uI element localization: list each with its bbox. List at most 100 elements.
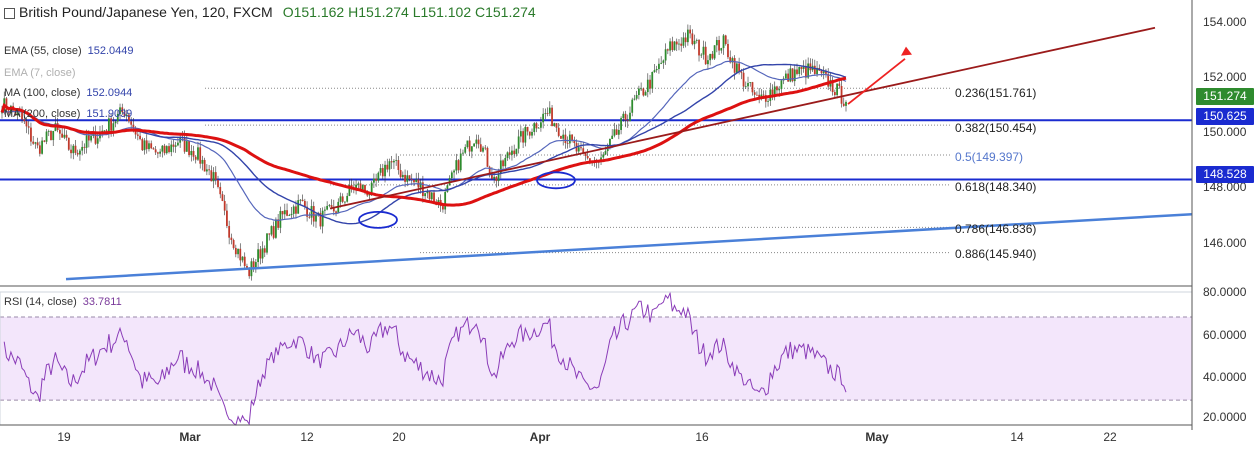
candle-body — [361, 185, 364, 191]
candle-body — [1, 112, 3, 114]
candle-body — [83, 146, 86, 148]
rsi-band — [0, 316, 1192, 401]
rsi-tick-80: 80.0000 — [1203, 285, 1247, 299]
candle-body — [272, 226, 275, 238]
candle-body — [477, 139, 480, 145]
candle-body — [580, 147, 582, 149]
candle-body — [190, 150, 193, 156]
candle-body — [315, 214, 317, 222]
indicator-ema7[interactable]: EMA (7, close) — [4, 67, 76, 79]
y-tick-146: 146.000 — [1203, 236, 1247, 250]
candle-body — [653, 70, 656, 72]
candle-body — [52, 130, 55, 141]
candle-body — [635, 95, 638, 99]
candle-body — [254, 262, 257, 269]
candle-body — [673, 41, 676, 51]
candle-body — [689, 29, 692, 34]
candle-body — [346, 195, 349, 202]
candle-body — [466, 140, 469, 148]
candle-body — [413, 179, 415, 183]
candle-body — [611, 135, 614, 139]
candle-body — [232, 240, 235, 248]
candle-body — [372, 178, 375, 183]
candle-body — [128, 114, 130, 122]
candle-body — [312, 206, 315, 222]
candle-body — [301, 199, 304, 201]
candle-body — [800, 67, 803, 69]
candle-body — [838, 83, 841, 86]
rsi-tick-60: 60.0000 — [1203, 328, 1247, 342]
candle-body — [150, 143, 153, 149]
candle-body — [577, 147, 580, 152]
x-tick-12: 12 — [300, 430, 314, 444]
candle-body — [257, 249, 259, 263]
candle-body — [715, 40, 718, 46]
candle-body — [796, 69, 798, 74]
candle-body — [464, 147, 467, 153]
candle-body — [758, 94, 761, 97]
indicator-ma100[interactable]: MA (100, close) 152.0944 — [4, 87, 133, 99]
candle-body — [482, 147, 484, 152]
symbol-title: British Pound/Japanese Yen, 120, FXCM — [19, 4, 273, 20]
candle-body — [237, 248, 239, 255]
candle-body — [339, 196, 342, 202]
rsi-tick-40: 40.0000 — [1203, 370, 1247, 384]
candle-body — [355, 184, 357, 189]
candle-body — [154, 149, 157, 153]
candle-body — [720, 48, 723, 51]
candle-body — [141, 139, 144, 151]
candle-body — [76, 152, 79, 155]
ohlc-values: O151.162 H151.274 L151.102 C151.274 — [282, 4, 536, 20]
candle-body — [350, 184, 353, 188]
fib-levels — [0, 87, 1192, 254]
long-term-trendline — [65, 212, 1193, 281]
candle-body — [602, 154, 605, 158]
candle-body — [537, 127, 540, 129]
candle-body — [533, 123, 536, 132]
candle-body — [644, 92, 647, 96]
candle-body — [798, 67, 801, 74]
candle-body — [219, 186, 222, 195]
ema-55-line — [1, 60, 847, 222]
candle-body — [671, 41, 674, 51]
rsi-legend[interactable]: RSI (14, close) 33.7811 — [4, 296, 122, 308]
candle-body — [281, 211, 284, 215]
candle-body — [58, 130, 61, 134]
candle-body — [110, 118, 113, 131]
candle-body — [161, 145, 164, 152]
candle-body — [589, 158, 591, 163]
candle-body — [5, 98, 8, 111]
candle-body — [192, 150, 195, 157]
candle-body — [540, 122, 542, 128]
candle-body — [691, 33, 694, 45]
indicator-ma200[interactable]: MA (200, close) 151.9039 — [4, 108, 133, 120]
candle-body — [560, 135, 562, 139]
candle-body — [306, 206, 308, 217]
projection-arrow-head — [901, 46, 912, 56]
candle-body — [753, 92, 756, 95]
candle-body — [470, 146, 473, 152]
rsi-overbought-oversold-band — [0, 316, 1192, 401]
fib-label-0886: 0.886(145.940) — [955, 247, 1037, 261]
candle-body — [453, 170, 455, 173]
candle-body — [386, 164, 389, 170]
level-top-badge: 150.625 — [1196, 108, 1254, 125]
highlight-ellipse-1 — [536, 171, 576, 190]
collapse-checkbox[interactable] — [4, 7, 15, 19]
candle-body — [698, 40, 700, 56]
candle-body — [27, 126, 30, 128]
candle-body — [212, 172, 215, 182]
indicator-ema55[interactable]: EMA (55, close) 152.0449 — [4, 45, 134, 57]
candle-body — [428, 191, 431, 200]
candle-body — [270, 226, 273, 235]
candle-body — [789, 68, 792, 82]
candle-body — [450, 172, 453, 179]
chart-title: British Pound/Japanese Yen, 120, FXCM O15… — [4, 4, 536, 20]
x-tick-14: 14 — [1010, 430, 1024, 444]
candle-body — [624, 113, 627, 121]
candle-body — [749, 82, 752, 84]
candle-body — [268, 233, 271, 235]
candle-body — [738, 63, 741, 72]
candle-body — [519, 131, 522, 137]
candle-body — [357, 183, 360, 185]
